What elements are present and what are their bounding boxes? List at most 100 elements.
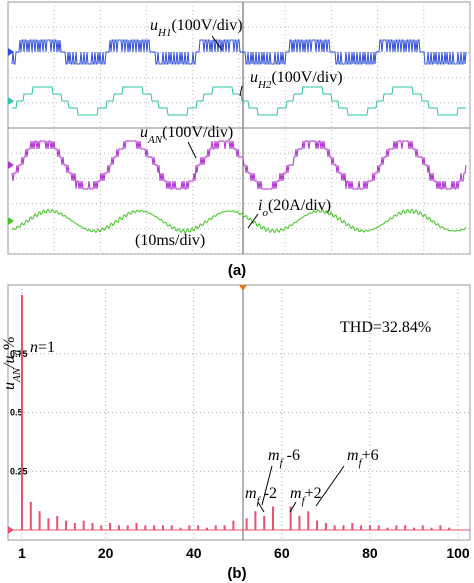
harmonic-bar bbox=[232, 520, 235, 530]
waveform-trace bbox=[12, 86, 466, 116]
harmonic-bar bbox=[342, 525, 345, 530]
annotation-arrow bbox=[247, 213, 259, 229]
harmonic-bar bbox=[298, 515, 301, 530]
annotation-part: THD=32.84% bbox=[340, 319, 431, 336]
waveform-trace bbox=[11, 39, 467, 65]
x-tick-label: 20 bbox=[98, 545, 114, 561]
harmonic-bar bbox=[430, 527, 433, 530]
annotation-arrow bbox=[289, 501, 297, 513]
harmonic-bar bbox=[395, 525, 398, 530]
y-tick-label: 0.75 bbox=[10, 349, 28, 359]
harmonic-bar bbox=[368, 525, 371, 530]
annotation-part: n bbox=[30, 339, 38, 356]
x-tick-label: 60 bbox=[274, 545, 290, 561]
y-tick-label: 0.5 bbox=[10, 408, 23, 418]
annotation-part: (100V/div) bbox=[171, 17, 242, 34]
harmonic-bar bbox=[333, 525, 336, 530]
channel-marker bbox=[8, 97, 14, 105]
annotation: uH2(100V/div) bbox=[250, 69, 343, 91]
harmonic-bar bbox=[263, 515, 266, 530]
annotation-part: m bbox=[290, 485, 302, 502]
harmonic-bar bbox=[245, 518, 248, 530]
x-tick-label: 40 bbox=[186, 545, 202, 561]
annotation-part: % bbox=[1, 337, 18, 350]
harmonic-bar bbox=[360, 525, 363, 530]
annotation-arrow bbox=[315, 465, 345, 507]
harmonic-bar bbox=[254, 511, 257, 530]
harmonic-bar bbox=[377, 525, 380, 530]
annotation-part: f bbox=[257, 495, 262, 507]
annotation-part: f bbox=[359, 457, 364, 469]
harmonic-bar bbox=[307, 511, 310, 530]
channel-marker bbox=[8, 217, 14, 225]
harmonic-bar bbox=[117, 525, 120, 530]
harmonic-bar bbox=[404, 525, 407, 530]
harmonic-bar bbox=[412, 527, 415, 530]
harmonic-bar bbox=[100, 525, 103, 530]
annotation-arrow bbox=[211, 35, 223, 51]
harmonic-bar bbox=[439, 525, 442, 530]
panel-label: (b) bbox=[227, 565, 246, 582]
annotation-part: AN bbox=[11, 367, 23, 383]
annotation: mf+6 bbox=[347, 447, 379, 469]
annotation-part: (100V/div) bbox=[162, 124, 233, 141]
harmonic-bar bbox=[351, 522, 354, 530]
annotation: uAN(100V/div) bbox=[140, 124, 233, 146]
harmonic-bar bbox=[448, 527, 451, 530]
annotation: (10ms/div) bbox=[135, 232, 205, 249]
harmonic-bar bbox=[205, 527, 208, 530]
annotation-part: H1 bbox=[157, 27, 171, 39]
annotation-part: -2 bbox=[260, 485, 277, 502]
harmonic-bar bbox=[421, 525, 424, 530]
harmonic-bar bbox=[188, 525, 191, 530]
annotation-part: m bbox=[245, 485, 257, 502]
harmonic-bar bbox=[47, 518, 50, 530]
y-tick-label: 0.25 bbox=[10, 466, 28, 476]
annotation-part: =1 bbox=[38, 339, 55, 356]
annotation-part: d bbox=[11, 349, 23, 355]
annotation-part: u bbox=[250, 69, 258, 86]
harmonic-bar bbox=[126, 525, 129, 530]
channel-marker bbox=[8, 161, 14, 169]
harmonic-bar bbox=[144, 525, 147, 530]
annotation: THD=32.84% bbox=[340, 319, 431, 336]
panel-label: (a) bbox=[228, 262, 246, 279]
harmonic-bar bbox=[316, 520, 319, 530]
harmonic-bar bbox=[109, 522, 112, 530]
channel-marker bbox=[8, 48, 14, 56]
harmonic-bar bbox=[73, 522, 76, 530]
annotation-arrow bbox=[187, 141, 197, 159]
annotation-part: (20A/div) bbox=[268, 197, 331, 214]
harmonic-bar bbox=[65, 520, 68, 530]
annotation-arrow bbox=[239, 85, 243, 97]
harmonic-bar bbox=[91, 522, 94, 530]
annotation-part: -6 bbox=[283, 447, 300, 464]
harmonic-bar bbox=[21, 295, 23, 530]
annotation-part: +2 bbox=[305, 485, 322, 502]
harmonic-bar bbox=[289, 506, 292, 530]
annotation: uAN/ud% bbox=[1, 337, 23, 390]
annotation-part: f bbox=[302, 495, 307, 507]
annotation-part: (100V/div) bbox=[271, 69, 342, 86]
annotation: mf -6 bbox=[268, 447, 300, 469]
center-marker bbox=[239, 285, 247, 291]
harmonic-bar bbox=[324, 522, 327, 530]
annotation-part: (10ms/div) bbox=[135, 232, 205, 249]
harmonic-bar bbox=[56, 515, 59, 530]
harmonic-bar bbox=[386, 527, 389, 530]
annotation-part: +6 bbox=[362, 447, 379, 464]
waveform-trace bbox=[11, 208, 467, 234]
harmonic-bar bbox=[135, 522, 138, 530]
annotation: n=1 bbox=[30, 339, 55, 356]
harmonic-bar bbox=[197, 525, 200, 530]
x-tick-label: 1 bbox=[18, 545, 26, 561]
harmonic-bar bbox=[179, 527, 182, 530]
annotation-part: o bbox=[262, 207, 268, 219]
annotation-part: i bbox=[258, 197, 262, 214]
annotation: mf+2 bbox=[290, 485, 322, 507]
annotation-part: m bbox=[347, 447, 359, 464]
harmonic-bar bbox=[272, 506, 275, 530]
annotation-part: u bbox=[140, 124, 148, 141]
annotation: io(20A/div) bbox=[258, 197, 331, 219]
